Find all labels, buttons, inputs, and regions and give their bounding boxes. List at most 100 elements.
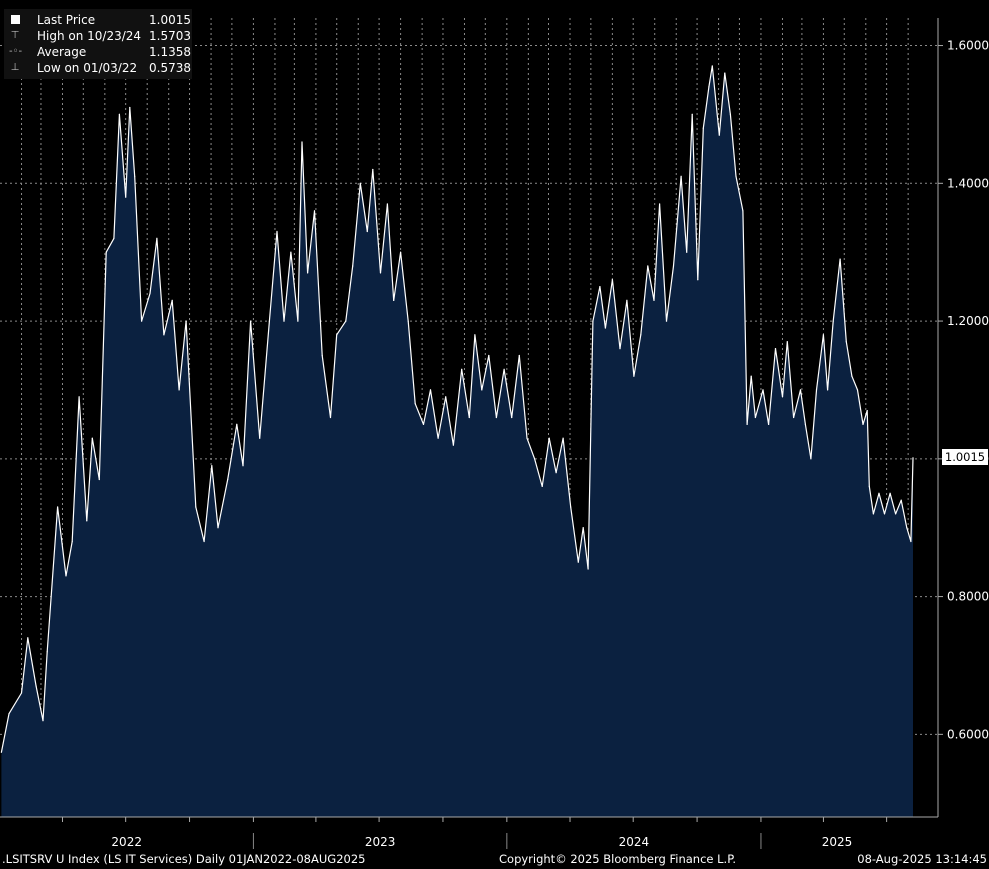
price-point bbox=[290, 251, 292, 253]
price-point bbox=[203, 540, 205, 543]
price-point bbox=[336, 334, 338, 336]
price-point bbox=[640, 334, 642, 336]
price-point bbox=[379, 272, 382, 274]
price-point bbox=[786, 341, 788, 343]
legend-item-low[interactable]: ⊥ Low on 01/03/22 0.5738 bbox=[4, 60, 192, 76]
price-point bbox=[793, 416, 795, 419]
price-point bbox=[724, 72, 726, 74]
price-point bbox=[883, 513, 886, 515]
price-point bbox=[422, 423, 425, 425]
price-point bbox=[46, 651, 48, 653]
price-point bbox=[57, 506, 59, 508]
price-point bbox=[0, 751, 2, 753]
price-point bbox=[511, 416, 513, 419]
price-point bbox=[98, 478, 100, 481]
y-tick-label: 1.2000 bbox=[947, 314, 989, 328]
price-point bbox=[754, 416, 757, 419]
price-point bbox=[592, 320, 594, 322]
price-point bbox=[672, 265, 675, 267]
price-point bbox=[729, 113, 732, 115]
price-point bbox=[35, 685, 37, 687]
price-point bbox=[307, 272, 309, 274]
price-point bbox=[503, 368, 505, 370]
price-point bbox=[582, 527, 584, 529]
high-marker-icon: ⊤ bbox=[10, 30, 20, 41]
legend-label: High on 10/23/24 bbox=[37, 29, 142, 43]
legend-value: 1.0015 bbox=[149, 13, 191, 27]
price-point bbox=[468, 416, 470, 419]
last-price-tag: 1.0015 bbox=[942, 449, 988, 465]
price-points bbox=[0, 65, 914, 753]
price-point bbox=[149, 292, 151, 295]
price-point bbox=[163, 334, 165, 336]
price-point bbox=[393, 299, 395, 301]
price-point bbox=[611, 279, 614, 281]
price-point bbox=[8, 713, 10, 715]
price-point bbox=[20, 692, 23, 694]
legend-box: Last Price 1.0015 ⊤ High on 10/23/24 1.5… bbox=[4, 9, 192, 79]
price-point bbox=[372, 168, 374, 171]
price-point bbox=[878, 492, 880, 494]
price-point bbox=[129, 106, 131, 109]
price-point bbox=[912, 457, 914, 459]
legend-label: Last Price bbox=[37, 13, 96, 27]
price-point bbox=[71, 540, 73, 543]
price-point bbox=[866, 410, 868, 412]
price-point bbox=[562, 437, 564, 439]
price-point bbox=[746, 423, 748, 425]
x-tick-label: 2022 bbox=[111, 835, 142, 849]
price-point bbox=[718, 134, 720, 136]
price-point bbox=[134, 175, 136, 177]
price-point bbox=[862, 423, 864, 425]
legend-item-high[interactable]: ⊤ High on 10/23/24 1.5703 bbox=[4, 28, 192, 44]
footer-index-info: .LSITSRV U Index (LS IT Services) Daily … bbox=[2, 852, 366, 866]
price-point bbox=[839, 258, 841, 260]
price-point bbox=[906, 527, 908, 529]
price-point bbox=[195, 506, 197, 508]
price-point bbox=[518, 354, 520, 357]
low-marker-icon: ⊥ bbox=[10, 62, 20, 73]
price-point bbox=[856, 389, 859, 391]
price-point bbox=[526, 437, 528, 439]
price-point bbox=[118, 113, 120, 115]
price-point bbox=[495, 416, 497, 419]
x-tick-label: 2024 bbox=[619, 835, 650, 849]
y-tick-label: 1.4000 bbox=[947, 176, 989, 190]
price-point bbox=[321, 354, 323, 357]
price-point bbox=[845, 341, 847, 343]
y-tick-label: 0.8000 bbox=[947, 590, 989, 604]
price-point bbox=[227, 478, 229, 481]
price-point bbox=[445, 396, 447, 398]
legend-label: Low on 01/03/22 bbox=[37, 61, 138, 75]
price-point bbox=[659, 203, 661, 205]
price-point bbox=[570, 506, 572, 508]
price-point bbox=[799, 389, 802, 391]
price-point bbox=[211, 465, 213, 467]
price-point bbox=[735, 175, 737, 177]
legend-item-last-price[interactable]: Last Price 1.0015 bbox=[4, 12, 192, 28]
price-point bbox=[810, 458, 812, 460]
price-point bbox=[42, 720, 44, 722]
price-point bbox=[868, 485, 870, 487]
price-point bbox=[702, 127, 704, 129]
legend-square-icon bbox=[9, 12, 21, 28]
price-point bbox=[301, 141, 303, 143]
price-point bbox=[297, 320, 299, 322]
price-point bbox=[141, 320, 143, 322]
price-point bbox=[900, 499, 902, 501]
price-point bbox=[750, 375, 752, 377]
price-point bbox=[86, 520, 88, 522]
price-point bbox=[113, 237, 115, 239]
price-point bbox=[366, 230, 368, 233]
price-point bbox=[125, 196, 127, 198]
price-point bbox=[414, 403, 416, 405]
price-point bbox=[400, 251, 402, 253]
legend-label: Average bbox=[37, 45, 87, 59]
price-point bbox=[461, 368, 463, 370]
average-marker-icon: -◦- bbox=[9, 46, 23, 57]
legend-item-average[interactable]: -◦- Average 1.1358 bbox=[4, 44, 192, 60]
price-point bbox=[910, 540, 912, 543]
price-point bbox=[653, 299, 655, 301]
price-point bbox=[742, 210, 744, 212]
